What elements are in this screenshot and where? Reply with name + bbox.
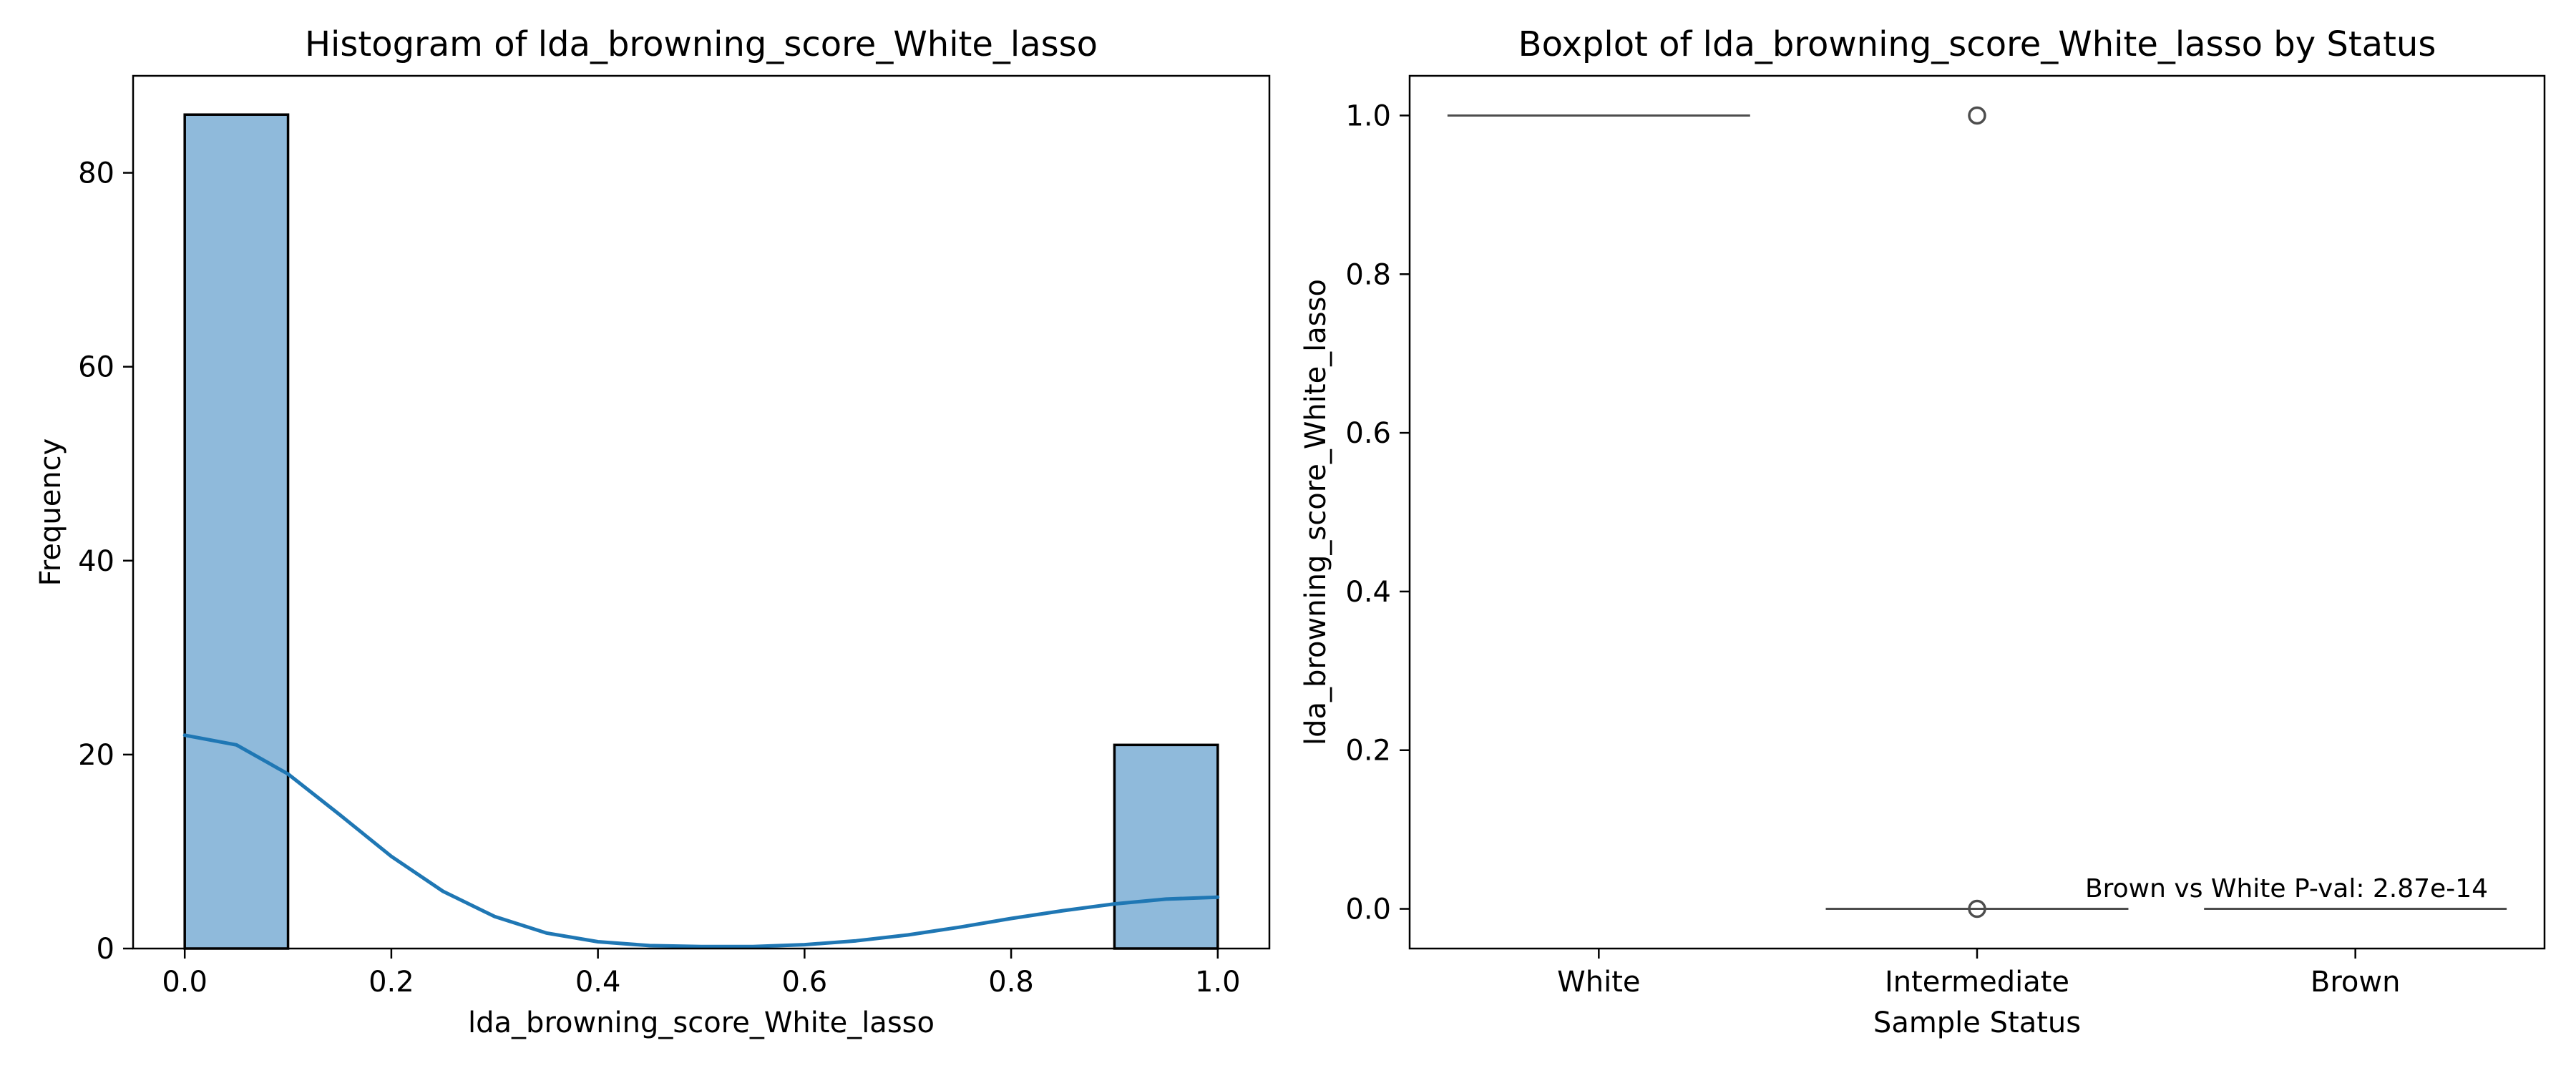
boxplot-panel: Boxplot of lda_browning_score_White_lass… [1299, 24, 2546, 1039]
histogram-y-axis-label: Frequency [34, 438, 67, 587]
histogram-x-ticks: 0.0 0.2 0.4 0.6 0.8 1.0 [162, 949, 1241, 999]
boxplot-title: Boxplot of lda_browning_score_White_lass… [1518, 24, 2436, 64]
boxplot-x-axis-label: Sample Status [1873, 1006, 2081, 1039]
boxplot-x-ticks: White Intermediate Brown [1557, 949, 2400, 999]
boxplot-x-tick-label: Brown [2311, 966, 2401, 999]
boxplot-y-tick-label: 0.4 [1345, 576, 1391, 609]
histogram-bar-1 [1113, 743, 1219, 950]
histogram-panel: Histogram of lda_browning_score_White_la… [34, 24, 1271, 1039]
boxplot-y-tick-label: 0.0 [1345, 893, 1391, 926]
boxplot-y-tick-label: 0.8 [1345, 258, 1391, 291]
boxplot-y-tick-label: 1.0 [1345, 99, 1391, 132]
histogram-y-tick-label: 0 [97, 933, 114, 966]
histogram-marks [182, 113, 1220, 950]
histogram-frame [132, 74, 1271, 950]
histogram-x-tick-label: 0.6 [782, 966, 828, 999]
boxplot-y-axis-label: lda_browning_score_White_lasso [1299, 279, 1332, 745]
boxplot-marks [1447, 106, 2507, 918]
histogram-y-tick-label: 80 [78, 157, 114, 190]
histogram-title: Histogram of lda_browning_score_White_la… [305, 24, 1098, 64]
outlier-point-intermediate [1968, 899, 1986, 918]
boxplot-y-tick-label: 0.6 [1345, 417, 1391, 450]
histogram-y-tick-label: 20 [78, 739, 114, 772]
boxplot-x-tick-label: Intermediate [1885, 966, 2069, 999]
histogram-x-tick-label: 0.2 [369, 966, 414, 999]
histogram-y-tick-label: 60 [78, 351, 114, 384]
histogram-y-tick-label: 40 [78, 545, 114, 578]
histogram-x-tick-label: 0.0 [162, 966, 208, 999]
histogram-x-tick-label: 0.8 [988, 966, 1034, 999]
outlier-point-intermediate [1968, 106, 1986, 125]
kde-curve [182, 733, 1220, 949]
histogram-x-tick-label: 0.4 [575, 966, 621, 999]
boxplot-x-tick-label: White [1557, 966, 1640, 999]
histogram-bar-0 [183, 113, 290, 950]
histogram-y-ticks: 0 20 40 60 80 [78, 157, 133, 966]
boxplot-y-tick-label: 0.2 [1345, 735, 1391, 768]
boxplot-y-ticks: 0.0 0.2 0.4 0.6 0.8 1.0 [1345, 99, 1410, 926]
p-value-annotation: Brown vs White P-val: 2.87e-14 [2085, 874, 2488, 903]
histogram-x-tick-label: 1.0 [1195, 966, 1241, 999]
histogram-x-axis-label: lda_browning_score_White_lasso [468, 1006, 935, 1039]
